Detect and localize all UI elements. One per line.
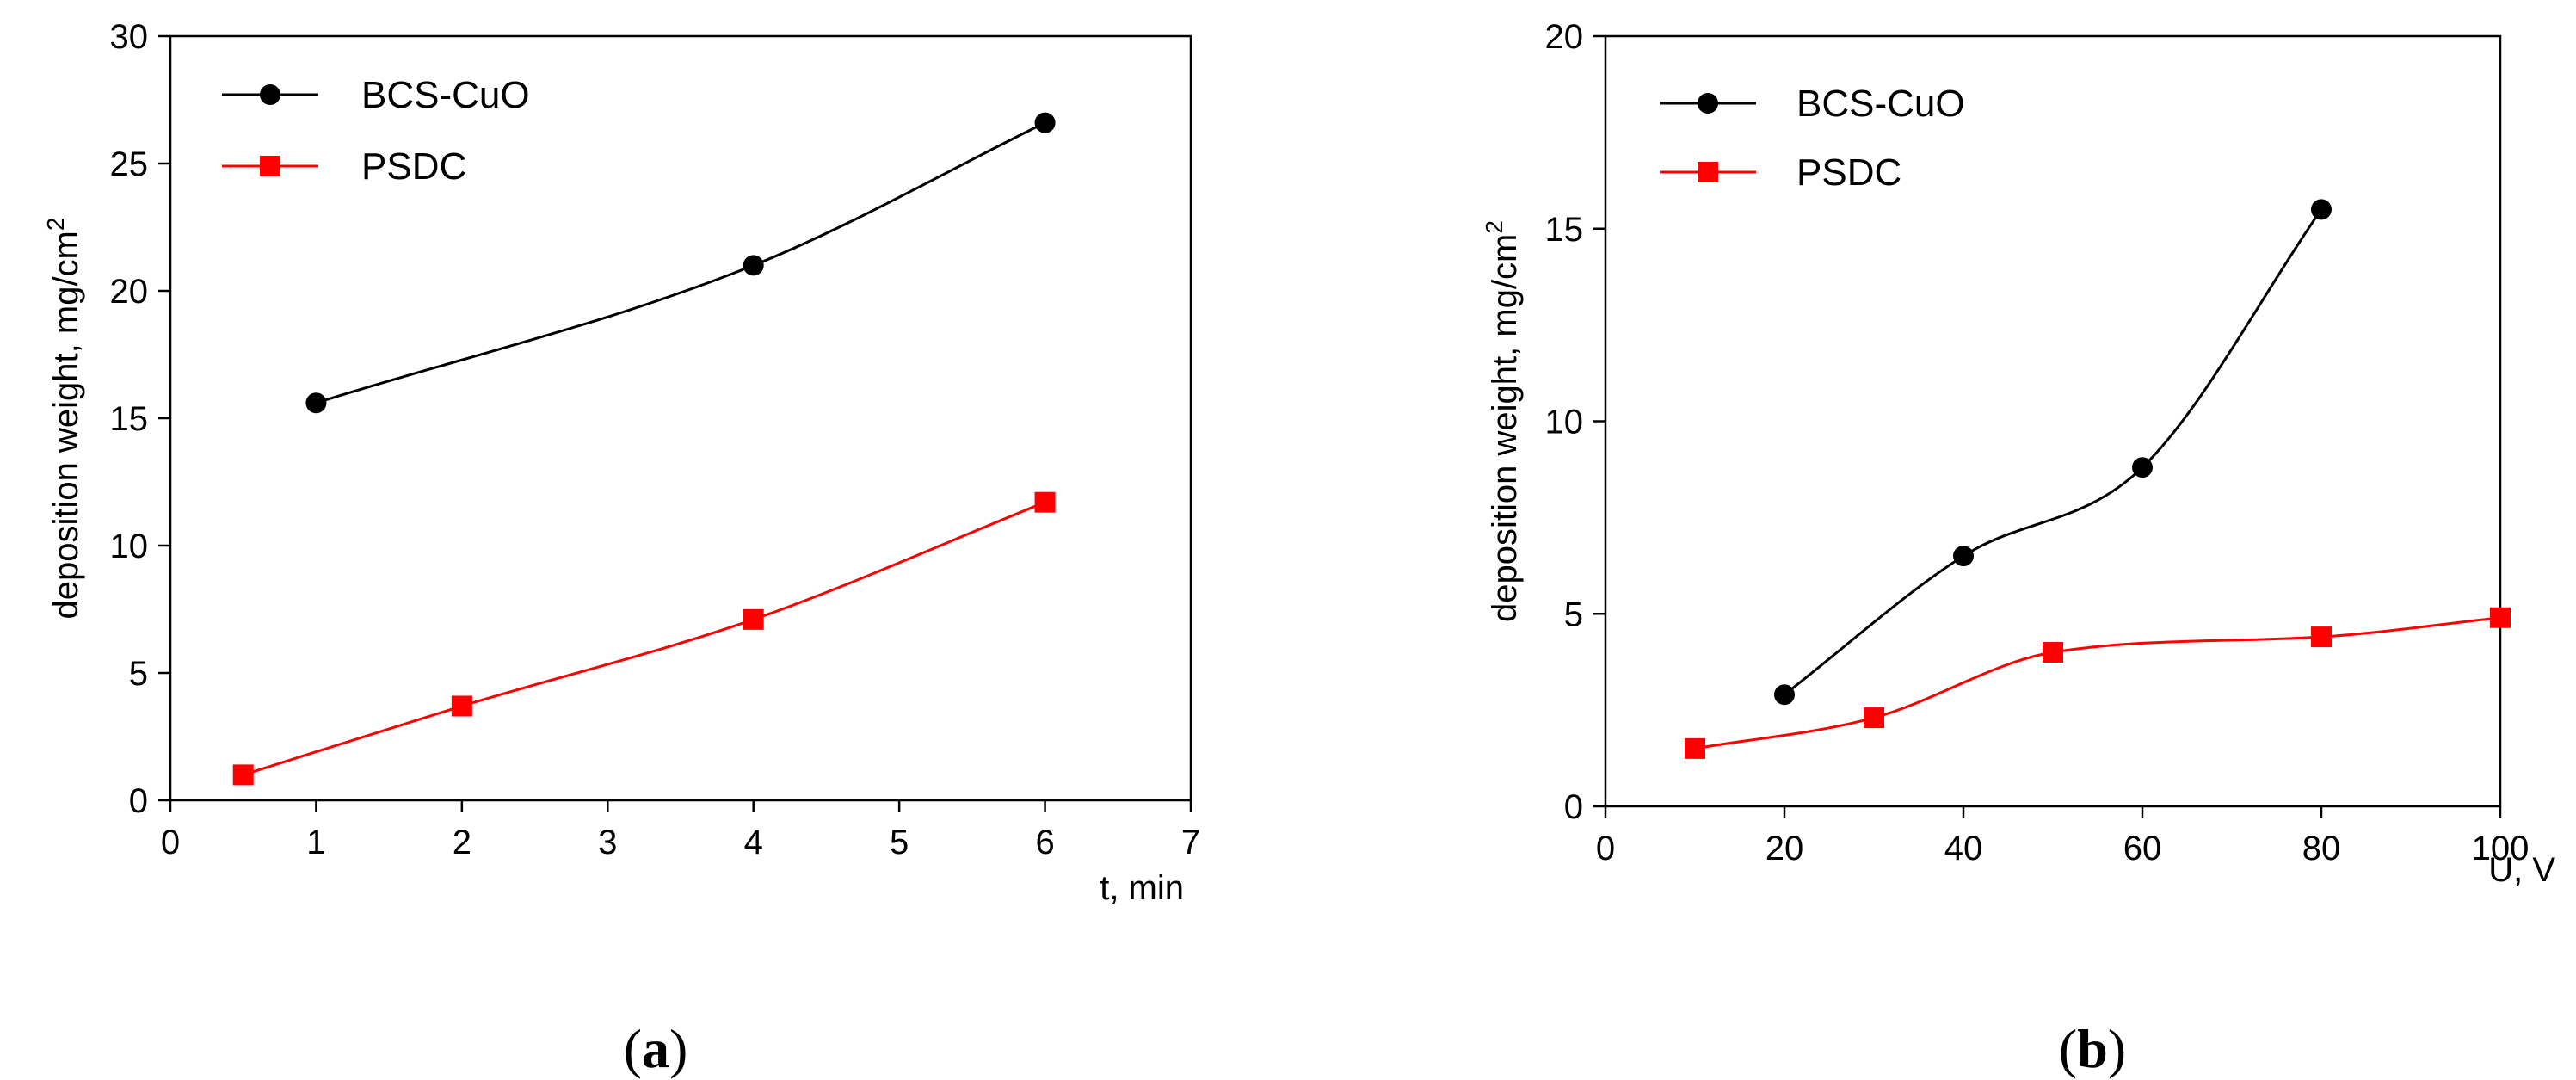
x-tick-label-a: 1 xyxy=(306,824,325,861)
caption-a: (a) xyxy=(624,1018,688,1079)
series-line-a-0 xyxy=(315,121,1046,404)
chart-b: 0 20 40 60 80 100 0 5 10 15 20 U, V deposition weigh… xyxy=(1481,18,2555,1079)
legend-b: BCS-CuO PSDC xyxy=(1660,83,1965,194)
data-point-a-1 xyxy=(451,695,472,717)
legend-marker-b-1 xyxy=(1698,162,1718,182)
plot-frame-a xyxy=(169,34,1192,802)
caption-letter-b: b xyxy=(2077,1018,2108,1079)
data-point-b-1 xyxy=(2490,607,2511,628)
y-axis-label-text-a: deposition weight, mg/cm xyxy=(47,231,85,619)
y-axis-label-b: deposition weight, mg/cm2 xyxy=(1481,220,1524,622)
legend-label-a-0: BCS-CuO xyxy=(361,74,530,116)
legend-label-a-1: PSDC xyxy=(361,145,466,188)
plot-frame-b xyxy=(1604,34,2502,808)
legend-marker-a-1 xyxy=(260,156,280,176)
y-tick-label-b: 20 xyxy=(1545,18,1584,56)
y-tick-label-b: 5 xyxy=(1564,596,1583,633)
y-tick-label-a: 15 xyxy=(110,400,149,438)
y-axis-label-a: deposition weight, mg/cm2 xyxy=(42,218,85,620)
data-point-b-0 xyxy=(1953,546,1974,567)
caption-close-b: ) xyxy=(2108,1018,2126,1079)
series-line-b-0 xyxy=(1784,208,2323,696)
caption-close-a: ) xyxy=(669,1018,687,1079)
data-point-a-0 xyxy=(1034,112,1056,133)
x-tick-label-b: 20 xyxy=(1766,830,1804,867)
data-point-b-0 xyxy=(1774,684,1795,706)
y-axis-label-sup-b: 2 xyxy=(1481,220,1507,234)
series-line-b-1 xyxy=(1694,616,2501,750)
legend-a: BCS-CuO PSDC xyxy=(222,74,530,188)
y-tick-label-a: 25 xyxy=(110,145,149,183)
caption-b: (b) xyxy=(2059,1018,2126,1079)
legend-label-b-0: BCS-CuO xyxy=(1796,83,1965,125)
legend-marker-b-0 xyxy=(1698,93,1718,114)
y-axis-label-sup-a: 2 xyxy=(42,218,69,231)
data-point-b-0 xyxy=(2132,457,2153,478)
x-tick-label-a: 2 xyxy=(453,824,471,861)
caption-letter-a: a xyxy=(642,1018,669,1079)
x-axis-label-b: U, V xyxy=(2488,851,2555,889)
series-line-a-1 xyxy=(243,501,1046,776)
x-tick-label-a: 4 xyxy=(744,824,763,861)
x-tick-label-b: 40 xyxy=(1944,830,1983,867)
x-tick-label-b: 100 xyxy=(2472,830,2530,867)
legend-marker-a-0 xyxy=(260,84,280,105)
x-tick-label-a: 0 xyxy=(161,824,180,861)
x-tick-label-b: 0 xyxy=(1596,830,1615,867)
legend-label-b-1: PSDC xyxy=(1796,151,1901,194)
data-point-a-0 xyxy=(305,392,327,414)
data-point-b-0 xyxy=(2311,199,2332,220)
y-tick-label-b: 10 xyxy=(1545,404,1584,441)
x-tick-label-a: 5 xyxy=(890,824,909,861)
data-point-b-1 xyxy=(2311,626,2332,648)
y-tick-label-a: 5 xyxy=(129,655,148,693)
data-point-a-1 xyxy=(232,764,254,786)
y-tick-label-a: 0 xyxy=(129,782,148,820)
y-tick-label-b: 0 xyxy=(1564,788,1583,826)
data-point-a-1 xyxy=(1034,491,1056,513)
data-point-b-1 xyxy=(1685,737,1705,759)
data-point-b-1 xyxy=(2043,642,2063,663)
chart-a: 0 1 2 3 4 5 6 7 0 5 10 15 20 25 30 t, min deposition wei… xyxy=(42,18,1200,1079)
y-tick-label-a: 30 xyxy=(110,18,149,56)
data-point-a-0 xyxy=(743,255,764,276)
caption-open-b: ( xyxy=(2059,1018,2077,1079)
data-point-a-1 xyxy=(743,608,764,630)
x-axis-label-a: t, min xyxy=(1100,869,1184,907)
y-axis-label-text-b: deposition weight, mg/cm xyxy=(1486,234,1524,622)
x-tick-label-b: 60 xyxy=(2123,830,2162,867)
y-tick-label-a: 10 xyxy=(110,528,149,565)
caption-open-a: ( xyxy=(624,1018,642,1079)
y-tick-label-a: 20 xyxy=(110,273,149,311)
x-tick-label-a: 7 xyxy=(1181,824,1200,861)
y-tick-label-b: 15 xyxy=(1545,211,1584,249)
x-tick-label-a: 3 xyxy=(598,824,617,861)
x-tick-label-b: 80 xyxy=(2302,830,2341,867)
x-tick-label-a: 6 xyxy=(1035,824,1054,861)
data-point-b-1 xyxy=(1864,707,1884,729)
